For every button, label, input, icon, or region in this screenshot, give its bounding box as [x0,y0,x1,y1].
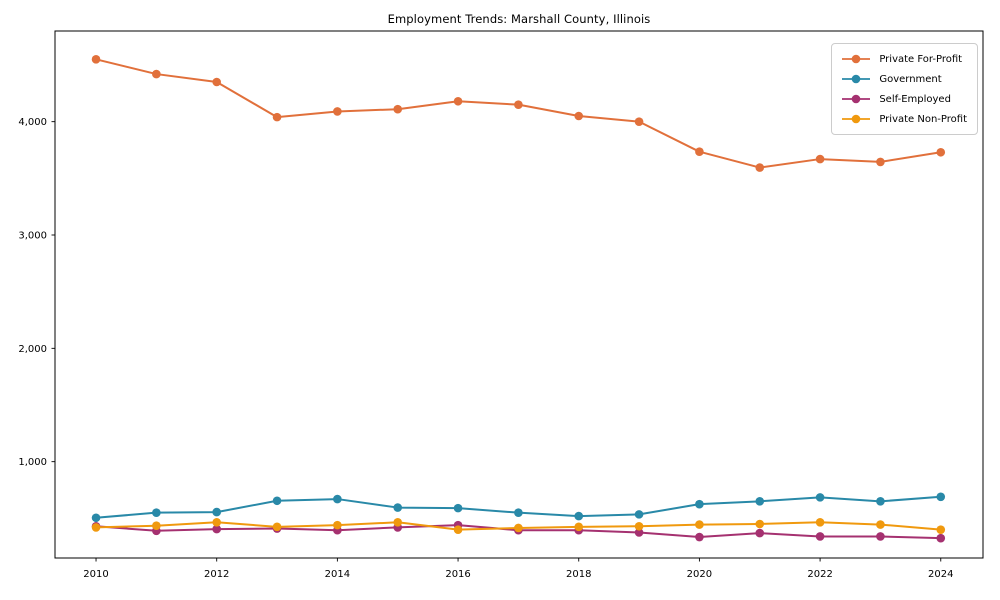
x-tick-label: 2014 [325,569,350,580]
data-point-private-non-profit-2018 [574,522,584,532]
legend: Private For-Profit Government Self-Emplo… [831,43,978,135]
data-point-private-for-profit-2022 [815,154,825,164]
data-point-government-2016 [453,503,463,513]
legend-label-self-employed: Self-Employed [879,93,951,105]
data-point-government-2019 [634,510,644,519]
data-point-private-for-profit-2018 [574,111,584,121]
data-point-private-for-profit-2017 [514,100,523,109]
data-point-government-2011 [152,508,161,517]
data-point-private-for-profit-2023 [876,157,885,167]
data-point-private-for-profit-2019 [634,117,644,126]
legend-label-private-for-profit: Private For-Profit [879,53,963,65]
data-point-private-for-profit-2015 [393,104,403,114]
data-point-private-for-profit-2013 [272,112,282,122]
legend-label-private-non-profit: Private Non-Profit [879,113,967,125]
y-tick-label: 4,000 [18,117,47,128]
series-markers-private-non-profit [91,518,946,534]
data-point-self-employed-2021 [755,528,765,538]
data-point-government-2015 [393,503,403,512]
data-point-self-employed-2022 [815,532,825,541]
data-point-government-2021 [755,497,765,506]
data-point-self-employed-2020 [695,532,704,542]
data-point-private-non-profit-2014 [333,520,342,530]
data-point-government-2023 [876,497,885,506]
data-point-private-non-profit-2021 [755,519,765,529]
axes-border [54,30,984,559]
data-point-government-2013 [272,496,282,506]
legend-item-self-employed: Self-Employed [841,92,967,106]
data-point-private-non-profit-2016 [453,525,463,534]
data-point-government-2017 [514,508,523,517]
x-tick-label: 2012 [204,569,229,580]
data-point-private-for-profit-2021 [755,163,765,172]
data-point-private-for-profit-2016 [453,96,463,106]
x-tick-label: 2018 [566,569,591,580]
x-tick-label: 2010 [83,569,108,580]
legend-marker-self-employed [842,94,871,104]
data-point-private-non-profit-2011 [152,521,161,530]
x-tick-label: 2020 [687,569,712,580]
x-tick-label: 2024 [928,569,953,580]
data-point-private-non-profit-2010 [91,523,101,532]
data-point-private-non-profit-2019 [634,521,644,531]
chart-title: Employment Trends: Marshall County, Illi… [387,12,651,26]
legend-item-private-non-profit: Private Non-Profit [841,112,967,126]
data-point-private-non-profit-2020 [695,520,704,529]
data-point-self-employed-2019 [634,528,644,537]
legend-label-government: Government [879,73,942,85]
data-point-private-non-profit-2012 [212,518,222,527]
data-point-self-employed-2024 [936,533,946,543]
legend-item-private-for-profit: Private For-Profit [841,52,967,66]
data-point-private-non-profit-2024 [936,525,946,534]
data-point-government-2012 [212,507,222,517]
data-point-private-for-profit-2014 [333,107,342,116]
y-tick-label: 1,000 [18,457,47,468]
data-point-private-for-profit-2020 [695,147,704,156]
data-point-government-2022 [815,493,825,502]
data-point-private-non-profit-2017 [514,523,523,533]
data-point-private-non-profit-2023 [876,520,885,529]
data-point-government-2018 [574,511,584,521]
data-point-government-2014 [333,494,342,504]
legend-marker-government [842,74,871,84]
series-markers-private-for-profit [91,55,946,172]
data-point-government-2024 [936,492,946,502]
x-tick-label: 2016 [445,569,470,580]
data-point-self-employed-2012 [212,524,222,534]
legend-item-government: Government [841,72,967,86]
data-point-private-non-profit-2015 [393,518,403,527]
data-point-government-2010 [91,513,101,523]
y-tick-label: 2,000 [18,344,47,355]
data-point-private-for-profit-2011 [152,69,161,79]
y-tick-label: 3,000 [18,231,47,242]
series-markers-government [91,492,946,523]
series-line-private-for-profit [95,58,942,169]
legend-marker-private-non-profit [842,114,871,124]
data-point-private-non-profit-2022 [815,518,825,527]
x-tick-label: 2022 [807,569,832,580]
data-point-private-non-profit-2013 [272,522,282,532]
data-point-private-for-profit-2012 [212,77,222,87]
data-point-private-for-profit-2010 [91,55,101,64]
data-point-self-employed-2023 [876,532,885,541]
data-point-government-2020 [695,499,704,509]
legend-marker-private-for-profit [842,54,871,64]
data-point-private-for-profit-2024 [936,147,946,157]
